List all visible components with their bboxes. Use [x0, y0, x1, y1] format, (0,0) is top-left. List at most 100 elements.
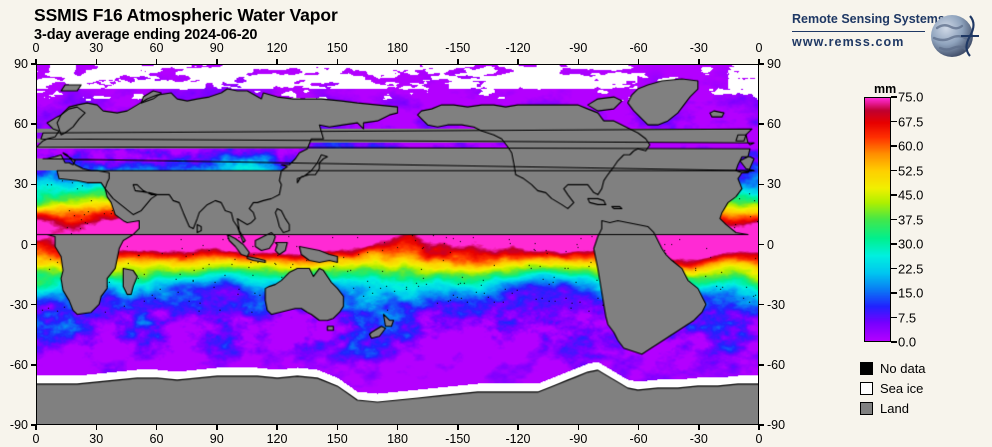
legend-item: Sea ice [860, 378, 926, 398]
lon-tick [155, 59, 158, 64]
lon-tick [577, 59, 579, 64]
lat-tick [759, 424, 764, 426]
colorbar-tick [891, 341, 897, 343]
colorbar-gradient [865, 98, 890, 341]
lon-axis-label: 180 [387, 41, 408, 55]
lon-tick [698, 425, 700, 430]
lat-axis-label: 30 [14, 177, 28, 192]
lat-axis-label: 0 [21, 237, 28, 252]
lat-tick [759, 63, 764, 65]
colorbar-tick-label: 30.0 [898, 236, 924, 252]
colorbar-tick-label: 22.5 [898, 261, 924, 276]
legend-swatch [860, 381, 873, 395]
lat-axis-label: 60 [767, 117, 781, 132]
lon-tick [758, 425, 760, 430]
lon-axis-label: 90 [209, 41, 224, 55]
lon-axis-label: -30 [689, 432, 708, 446]
colorbar-tick [891, 169, 897, 172]
lat-tick [31, 63, 36, 65]
lon-axis-label: 0 [755, 41, 763, 55]
lon-tick [276, 59, 278, 64]
lon-axis-label: 30 [89, 41, 104, 55]
lat-tick [759, 303, 764, 306]
lat-tick [31, 183, 36, 186]
legend-label: Land [880, 400, 909, 416]
lon-tick [517, 425, 519, 430]
lat-tick [31, 243, 36, 246]
lon-axis-label: 60 [149, 432, 164, 446]
lon-tick [698, 59, 700, 64]
colorbar-tick [891, 120, 897, 123]
map-data-layer [37, 65, 758, 424]
lat-tick [759, 364, 764, 366]
colorbar-tick-label: 7.5 [898, 310, 917, 325]
colorbar-tick [891, 218, 897, 221]
lon-axis-label: -120 [505, 432, 531, 446]
lon-axis-label: 90 [209, 432, 224, 446]
globe-icon [931, 15, 979, 57]
lon-tick [95, 425, 97, 430]
colorbar-tick [891, 292, 897, 294]
colorbar-tick-label: 75.0 [898, 89, 924, 105]
lat-tick [31, 424, 36, 426]
colorbar[interactable] [864, 97, 891, 342]
legend-item: No data [860, 358, 926, 378]
lon-tick [276, 425, 278, 430]
logo-divider [792, 31, 925, 32]
remss-logo[interactable]: Remote Sensing Systems www.remss.com [792, 8, 988, 64]
lon-tick [95, 59, 97, 64]
lon-axis-label: -60 [629, 41, 648, 55]
lon-axis-label: -90 [569, 41, 588, 55]
lon-axis-label: -150 [445, 41, 471, 55]
lon-tick [336, 425, 338, 430]
lat-axis-label: 30 [767, 177, 781, 192]
legend-label: Sea ice [880, 380, 924, 396]
lon-axis-label: -90 [569, 432, 588, 446]
colorbar-tick [891, 267, 897, 270]
colorbar-tick [891, 194, 897, 196]
lat-tick [31, 303, 36, 306]
lon-axis-label: -30 [689, 41, 708, 55]
lon-tick [155, 425, 158, 430]
colorbar-tick [891, 96, 897, 98]
legend-swatch [860, 401, 873, 415]
lon-tick [216, 425, 218, 430]
lon-tick [758, 59, 760, 64]
lat-axis-label: -60 [9, 357, 28, 372]
lat-tick [31, 364, 36, 366]
colorbar-tick-label: 67.5 [898, 114, 924, 129]
lat-axis-label: -90 [9, 418, 28, 432]
lat-tick [759, 123, 764, 125]
page-subtitle: 3-day average ending 2024-06-20 [34, 27, 258, 43]
lat-axis-label: -30 [767, 297, 786, 312]
logo-company-name: Remote Sensing Systems [792, 12, 945, 26]
lon-tick [457, 59, 459, 64]
colorbar-tick-label: 60.0 [898, 138, 924, 154]
colorbar-tick [891, 243, 897, 245]
legend-label: No data [880, 360, 926, 376]
lon-tick [637, 425, 640, 430]
lon-axis-label: -120 [505, 41, 531, 55]
lat-tick [31, 123, 36, 125]
lon-axis-label: 30 [89, 432, 104, 446]
logo-website-url: www.remss.com [792, 35, 905, 49]
lon-tick [396, 425, 399, 430]
colorbar-tick-label: 15.0 [898, 285, 924, 301]
map-legend: No data Sea ice Land [860, 358, 926, 418]
lon-tick [637, 59, 640, 64]
lon-tick [457, 425, 459, 430]
lon-tick [35, 59, 37, 64]
colorbar-tick-label: 0.0 [898, 334, 917, 350]
lon-axis-label: 60 [149, 41, 164, 55]
colorbar-tick-label: 45.0 [898, 187, 924, 203]
lon-axis-label: 150 [326, 41, 348, 55]
water-vapor-map[interactable] [36, 64, 759, 425]
lon-axis-label: 120 [266, 41, 288, 55]
lon-tick [517, 59, 519, 64]
lon-tick [216, 59, 218, 64]
lat-axis-label: -90 [767, 418, 786, 432]
lon-axis-label: -150 [445, 432, 471, 446]
lon-axis-label: 0 [755, 432, 763, 446]
lat-tick [759, 183, 764, 186]
